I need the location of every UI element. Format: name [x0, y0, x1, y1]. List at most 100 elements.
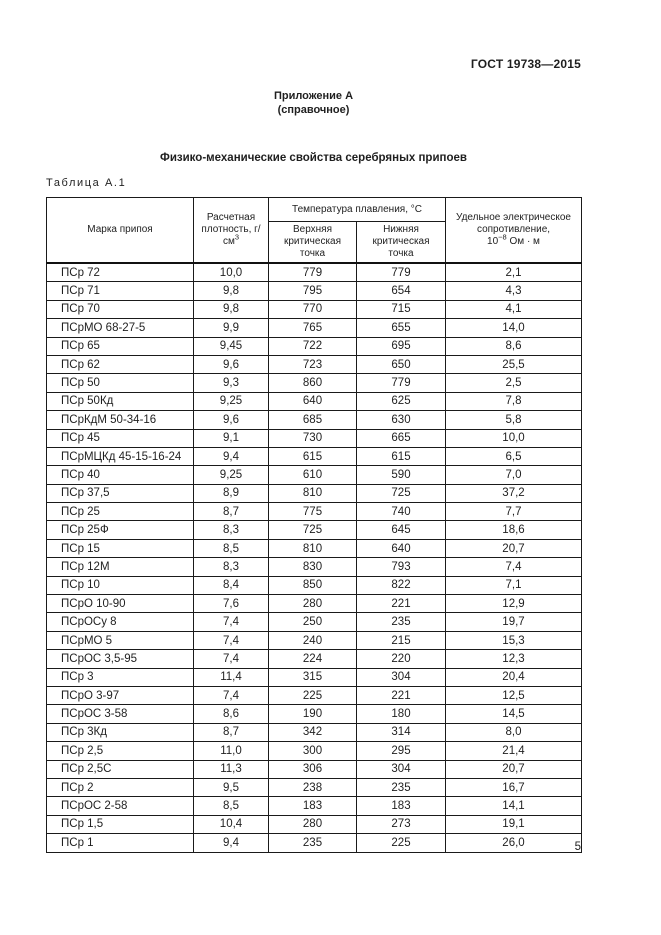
- table-row: ПСрО 10-90 7,6 280 221 12,9: [46, 594, 582, 614]
- table-cell: 215: [356, 630, 446, 651]
- table-row: ПСр 15 8,5 810 640 20,7: [46, 538, 582, 559]
- cell-solder-mark: ПСр 72: [46, 262, 194, 283]
- table-row: ПСр 37,5 8,9 810 725 37,2: [46, 483, 582, 504]
- table-cell: 8,9: [193, 483, 269, 504]
- cell-solder-mark: ПСрОС 3-58: [46, 704, 194, 724]
- cell-solder-mark: ПСр 40: [46, 465, 194, 485]
- table-cell: 9,1: [193, 428, 269, 448]
- table-cell: 590: [356, 465, 446, 485]
- table-cell: 7,4: [445, 557, 582, 577]
- table-cell: 8,6: [445, 336, 582, 356]
- table-cell: 8,5: [193, 538, 269, 559]
- table-cell: 5,8: [445, 410, 582, 430]
- table-cell: 740: [356, 502, 446, 522]
- table-cell: 183: [268, 796, 357, 816]
- table-cell: 221: [356, 685, 446, 706]
- col-header-upper-point: Верхняя критическая точка: [268, 221, 357, 264]
- table-row: ПСр 2,5 11,0 300 295 21,4: [46, 741, 582, 761]
- table-row: ПСр 2,5С 11,3 306 304 20,7: [46, 759, 582, 779]
- table-cell: 4,3: [445, 281, 582, 301]
- table-cell: 21,4: [445, 741, 582, 761]
- cell-solder-mark: ПСр 1,5: [46, 814, 194, 835]
- table-cell: 342: [268, 722, 357, 743]
- table-row: ПСр 45 9,1 730 665 10,0: [46, 428, 582, 448]
- table-cell: 225: [356, 833, 446, 853]
- table-header: Марка припоя Расчетная плотность, г/см3 …: [46, 197, 582, 264]
- cell-solder-mark: ПСр 37,5: [46, 483, 194, 504]
- table-cell: 765: [268, 318, 357, 338]
- cell-solder-mark: ПСрО 10-90: [46, 594, 194, 614]
- table-cell: 650: [356, 354, 446, 375]
- table-cell: 7,0: [445, 465, 582, 485]
- table-cell: 615: [356, 446, 446, 467]
- table-cell: 9,6: [193, 354, 269, 375]
- table-row: ПСр 25Ф 8,3 725 645 18,6: [46, 520, 582, 540]
- cell-solder-mark: ПСр 50: [46, 373, 194, 393]
- col-header-melting-group: Температура плавления, °С: [268, 197, 446, 222]
- table-cell: 9,25: [193, 391, 269, 412]
- table-body: ПСр 72 10,0 779 779 2,1 ПСр 71 9,8 795 654 4,3 ПСр…: [46, 262, 582, 853]
- table-cell: 11,4: [193, 667, 269, 687]
- cell-solder-mark: ПСрКдМ 50-34-16: [46, 410, 194, 430]
- table-row: ПСр 2 9,5 238 235 16,7: [46, 777, 582, 798]
- col-header-lower-point: Нижняя критическая точка: [356, 221, 446, 264]
- table-row: ПСрМЦКд 45-15-16-24 9,4 615 615 6,5: [46, 446, 582, 467]
- cell-solder-mark: ПСр 25: [46, 502, 194, 522]
- table-cell: 810: [268, 483, 357, 504]
- table-cell: 725: [268, 520, 357, 540]
- properties-table: Марка припоя Расчетная плотность, г/см3 …: [46, 197, 582, 853]
- table-cell: 645: [356, 520, 446, 540]
- table-row: ПСр 72 10,0 779 779 2,1: [46, 262, 582, 283]
- table-cell: 8,5: [193, 796, 269, 816]
- appendix-block: Приложение А (справочное): [46, 89, 581, 117]
- table-cell: 235: [356, 612, 446, 632]
- table-cell: 7,1: [445, 575, 582, 596]
- table-row: ПСрОС 2-58 8,5 183 183 14,1: [46, 796, 582, 816]
- table-cell: 665: [356, 428, 446, 448]
- table-cell: 722: [268, 336, 357, 356]
- page-number: 5: [574, 841, 581, 853]
- table-cell: 723: [268, 354, 357, 375]
- table-cell: 11,3: [193, 759, 269, 779]
- table-cell: 8,4: [193, 575, 269, 596]
- table-cell: 860: [268, 373, 357, 393]
- table-cell: 7,8: [445, 391, 582, 412]
- cell-solder-mark: ПСрМО 5: [46, 630, 194, 651]
- table-cell: 615: [268, 446, 357, 467]
- density-label: Расчетная плотность, г/см: [201, 212, 261, 247]
- table-cell: 37,2: [445, 483, 582, 504]
- resistance-base: 10: [487, 236, 499, 247]
- cell-solder-mark: ПСр 70: [46, 299, 194, 320]
- table-cell: 300: [268, 741, 357, 761]
- cell-solder-mark: ПСр 2,5С: [46, 759, 194, 779]
- col-header-mark: Марка припоя: [46, 197, 194, 264]
- table-cell: 8,7: [193, 502, 269, 522]
- table-cell: 725: [356, 483, 446, 504]
- appendix-title: Приложение А: [273, 90, 354, 102]
- table-row: ПСр 12М 8,3 830 793 7,4: [46, 557, 582, 577]
- table-cell: 822: [356, 575, 446, 596]
- table-cell: 220: [356, 649, 446, 669]
- cell-solder-mark: ПСр 3Кд: [46, 722, 194, 743]
- cell-solder-mark: ПСр 71: [46, 281, 194, 301]
- table-cell: 14,0: [445, 318, 582, 338]
- table-cell: 11,0: [193, 741, 269, 761]
- table-cell: 240: [268, 630, 357, 651]
- header-row-top: Марка припоя Расчетная плотность, г/см3 …: [46, 197, 582, 264]
- cell-solder-mark: ПСрМЦКд 45-15-16-24: [46, 446, 194, 467]
- table-cell: 12,9: [445, 594, 582, 614]
- table-cell: 224: [268, 649, 357, 669]
- table-cell: 779: [356, 262, 446, 283]
- table-cell: 795: [268, 281, 357, 301]
- table-cell: 26,0: [445, 833, 582, 853]
- table-cell: 18,6: [445, 520, 582, 540]
- table-cell: 7,7: [445, 502, 582, 522]
- cell-solder-mark: ПСр 62: [46, 354, 194, 375]
- table-row: ПСр 62 9,6 723 650 25,5: [46, 354, 582, 375]
- table-cell: 9,45: [193, 336, 269, 356]
- table-cell: 9,8: [193, 299, 269, 320]
- table-cell: 695: [356, 336, 446, 356]
- table-cell: 770: [268, 299, 357, 320]
- table-cell: 7,4: [193, 630, 269, 651]
- table-cell: 7,6: [193, 594, 269, 614]
